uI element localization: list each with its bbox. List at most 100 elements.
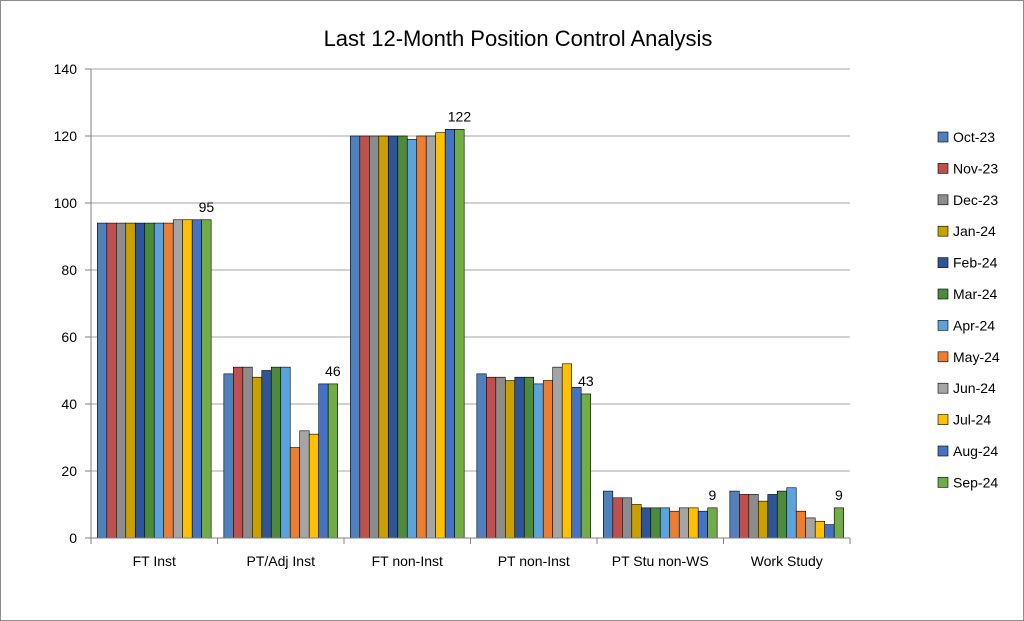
legend-swatch	[937, 288, 949, 300]
legend-label: May-24	[953, 349, 1000, 365]
bar-sep-24-work-study	[833, 507, 844, 539]
bar-jul-24-ft-non-inst	[435, 132, 446, 539]
bar-jun-24-work-study	[805, 517, 816, 539]
bar-jan-24-pt-adj-inst	[251, 376, 263, 539]
y-tick-label: 140	[54, 61, 78, 77]
bar-feb-24-pt-stu-non-ws	[640, 507, 652, 539]
bar-nov-23-ft-inst	[106, 222, 117, 539]
x-tick-label: PT Stu non-WS	[612, 553, 709, 569]
legend-label: Jan-24	[953, 223, 996, 239]
bar-mar-24-work-study	[776, 490, 788, 539]
bar-nov-23-work-study	[739, 494, 750, 539]
bar-nov-23-pt-adj-inst	[233, 366, 244, 539]
bar-aug-24-ft-non-inst	[444, 129, 455, 539]
bar-apr-24-work-study	[786, 487, 797, 539]
legend-swatch	[937, 351, 949, 363]
legend-swatch	[937, 445, 949, 457]
data-label: 43	[578, 373, 594, 389]
legend-swatch	[937, 131, 949, 143]
legend-swatch	[937, 320, 949, 331]
x-tick-label: FT Inst	[133, 553, 176, 569]
bar-jan-24-pt-non-inst	[504, 380, 516, 539]
bar-mar-24-ft-inst	[144, 222, 155, 539]
y-tick-label: 60	[61, 329, 77, 345]
bar-nov-23-pt-stu-non-ws	[612, 497, 623, 539]
legend: Oct-23 Nov-23 Dec-23 Jan-24 Feb-24 Mar-24 Apr-…	[937, 129, 1000, 490]
legend-swatch	[937, 163, 949, 174]
bar-apr-24-pt-stu-non-ws	[659, 507, 671, 539]
bar-may-24-work-study	[795, 510, 807, 539]
bar-dec-23-work-study	[748, 494, 759, 539]
bar-apr-24-ft-inst	[153, 222, 165, 539]
bar-sep-24-ft-non-inst	[454, 129, 465, 539]
legend-label: Nov-23	[953, 160, 998, 176]
bar-apr-24-pt-adj-inst	[280, 366, 291, 539]
data-label: 9	[835, 487, 843, 503]
legend-label: Aug-24	[953, 443, 998, 459]
y-tick-label: 20	[61, 463, 77, 479]
bar-apr-24-pt-non-inst	[533, 383, 544, 539]
bar-sep-24-pt-adj-inst	[327, 383, 338, 539]
x-tick-label: PT/Adj Inst	[247, 553, 316, 569]
bar-jul-24-pt-non-inst	[561, 363, 573, 539]
legend-swatch	[937, 477, 949, 488]
bar-oct-23-pt-stu-non-ws	[603, 490, 614, 539]
bar-jun-24-ft-non-inst	[425, 135, 437, 539]
bar-jun-24-pt-non-inst	[552, 366, 563, 539]
bar-dec-23-ft-inst	[116, 222, 127, 539]
legend-label: Jun-24	[953, 380, 996, 396]
bar-jan-24-ft-inst	[125, 222, 136, 539]
bar-feb-24-work-study	[767, 494, 778, 539]
bar-sep-24-pt-non-inst	[580, 393, 591, 539]
bar-jun-24-pt-stu-non-ws	[678, 507, 690, 539]
x-axis: FT Inst PT/Adj Inst FT non-Inst PT non-Inst…	[90, 537, 851, 569]
y-tick-label: 40	[61, 396, 77, 412]
legend-label: Jul-24	[953, 412, 991, 428]
legend-label: Mar-24	[953, 286, 998, 302]
bar-jul-24-pt-stu-non-ws	[688, 507, 699, 539]
bar-oct-23-work-study	[729, 490, 740, 539]
data-labels: 95 46 122 43 9 9	[199, 108, 843, 503]
bar-dec-23-pt-non-inst	[495, 376, 506, 539]
bar-oct-23-pt-adj-inst	[223, 373, 234, 539]
legend-swatch	[937, 225, 949, 237]
bar-aug-24-work-study	[824, 524, 835, 539]
bar-mar-24-ft-non-inst	[397, 135, 408, 539]
bar-feb-24-ft-non-inst	[387, 135, 399, 539]
y-tick-label: 80	[61, 262, 77, 278]
bar-aug-24-ft-inst	[191, 219, 202, 539]
gridlines	[91, 68, 850, 472]
bar-sep-24-pt-stu-non-ws	[707, 507, 718, 539]
bar-aug-24-pt-non-inst	[571, 386, 582, 539]
legend-label: Sep-24	[953, 474, 998, 490]
chart-title: Last 12-Month Position Control Analysis	[324, 26, 713, 51]
x-tick-label: Work Study	[751, 553, 823, 569]
bar-mar-24-pt-adj-inst	[270, 366, 282, 539]
legend-swatch	[937, 257, 949, 268]
bar-jun-24-pt-adj-inst	[299, 430, 310, 539]
y-tick-label: 100	[54, 195, 78, 211]
bar-dec-23-ft-non-inst	[368, 135, 380, 539]
bar-may-24-pt-non-inst	[542, 380, 554, 539]
bar-mar-24-pt-non-inst	[523, 376, 535, 539]
bar-oct-23-pt-non-inst	[476, 373, 487, 539]
y-axis: 0 20 40 60 80 100 120 140	[54, 61, 92, 546]
x-tick-label: FT non-Inst	[372, 553, 443, 569]
bar-may-24-pt-stu-non-ws	[669, 510, 680, 539]
y-tick-label: 120	[54, 128, 78, 144]
bar-jan-24-work-study	[757, 500, 769, 539]
bar-aug-24-pt-stu-non-ws	[697, 510, 708, 539]
bar-aug-24-pt-adj-inst	[318, 383, 329, 539]
bar-may-24-ft-non-inst	[416, 135, 427, 539]
legend-swatch	[937, 194, 949, 206]
y-tick-label: 0	[69, 530, 77, 546]
bar-mar-24-pt-stu-non-ws	[650, 507, 661, 539]
bar-dec-23-pt-stu-non-ws	[621, 497, 633, 539]
data-label: 95	[199, 199, 215, 215]
legend-swatch	[937, 382, 949, 394]
bar-feb-24-pt-non-inst	[514, 376, 525, 539]
data-label: 122	[448, 108, 472, 124]
bar-nov-23-ft-non-inst	[359, 135, 370, 539]
data-label: 9	[709, 487, 717, 503]
